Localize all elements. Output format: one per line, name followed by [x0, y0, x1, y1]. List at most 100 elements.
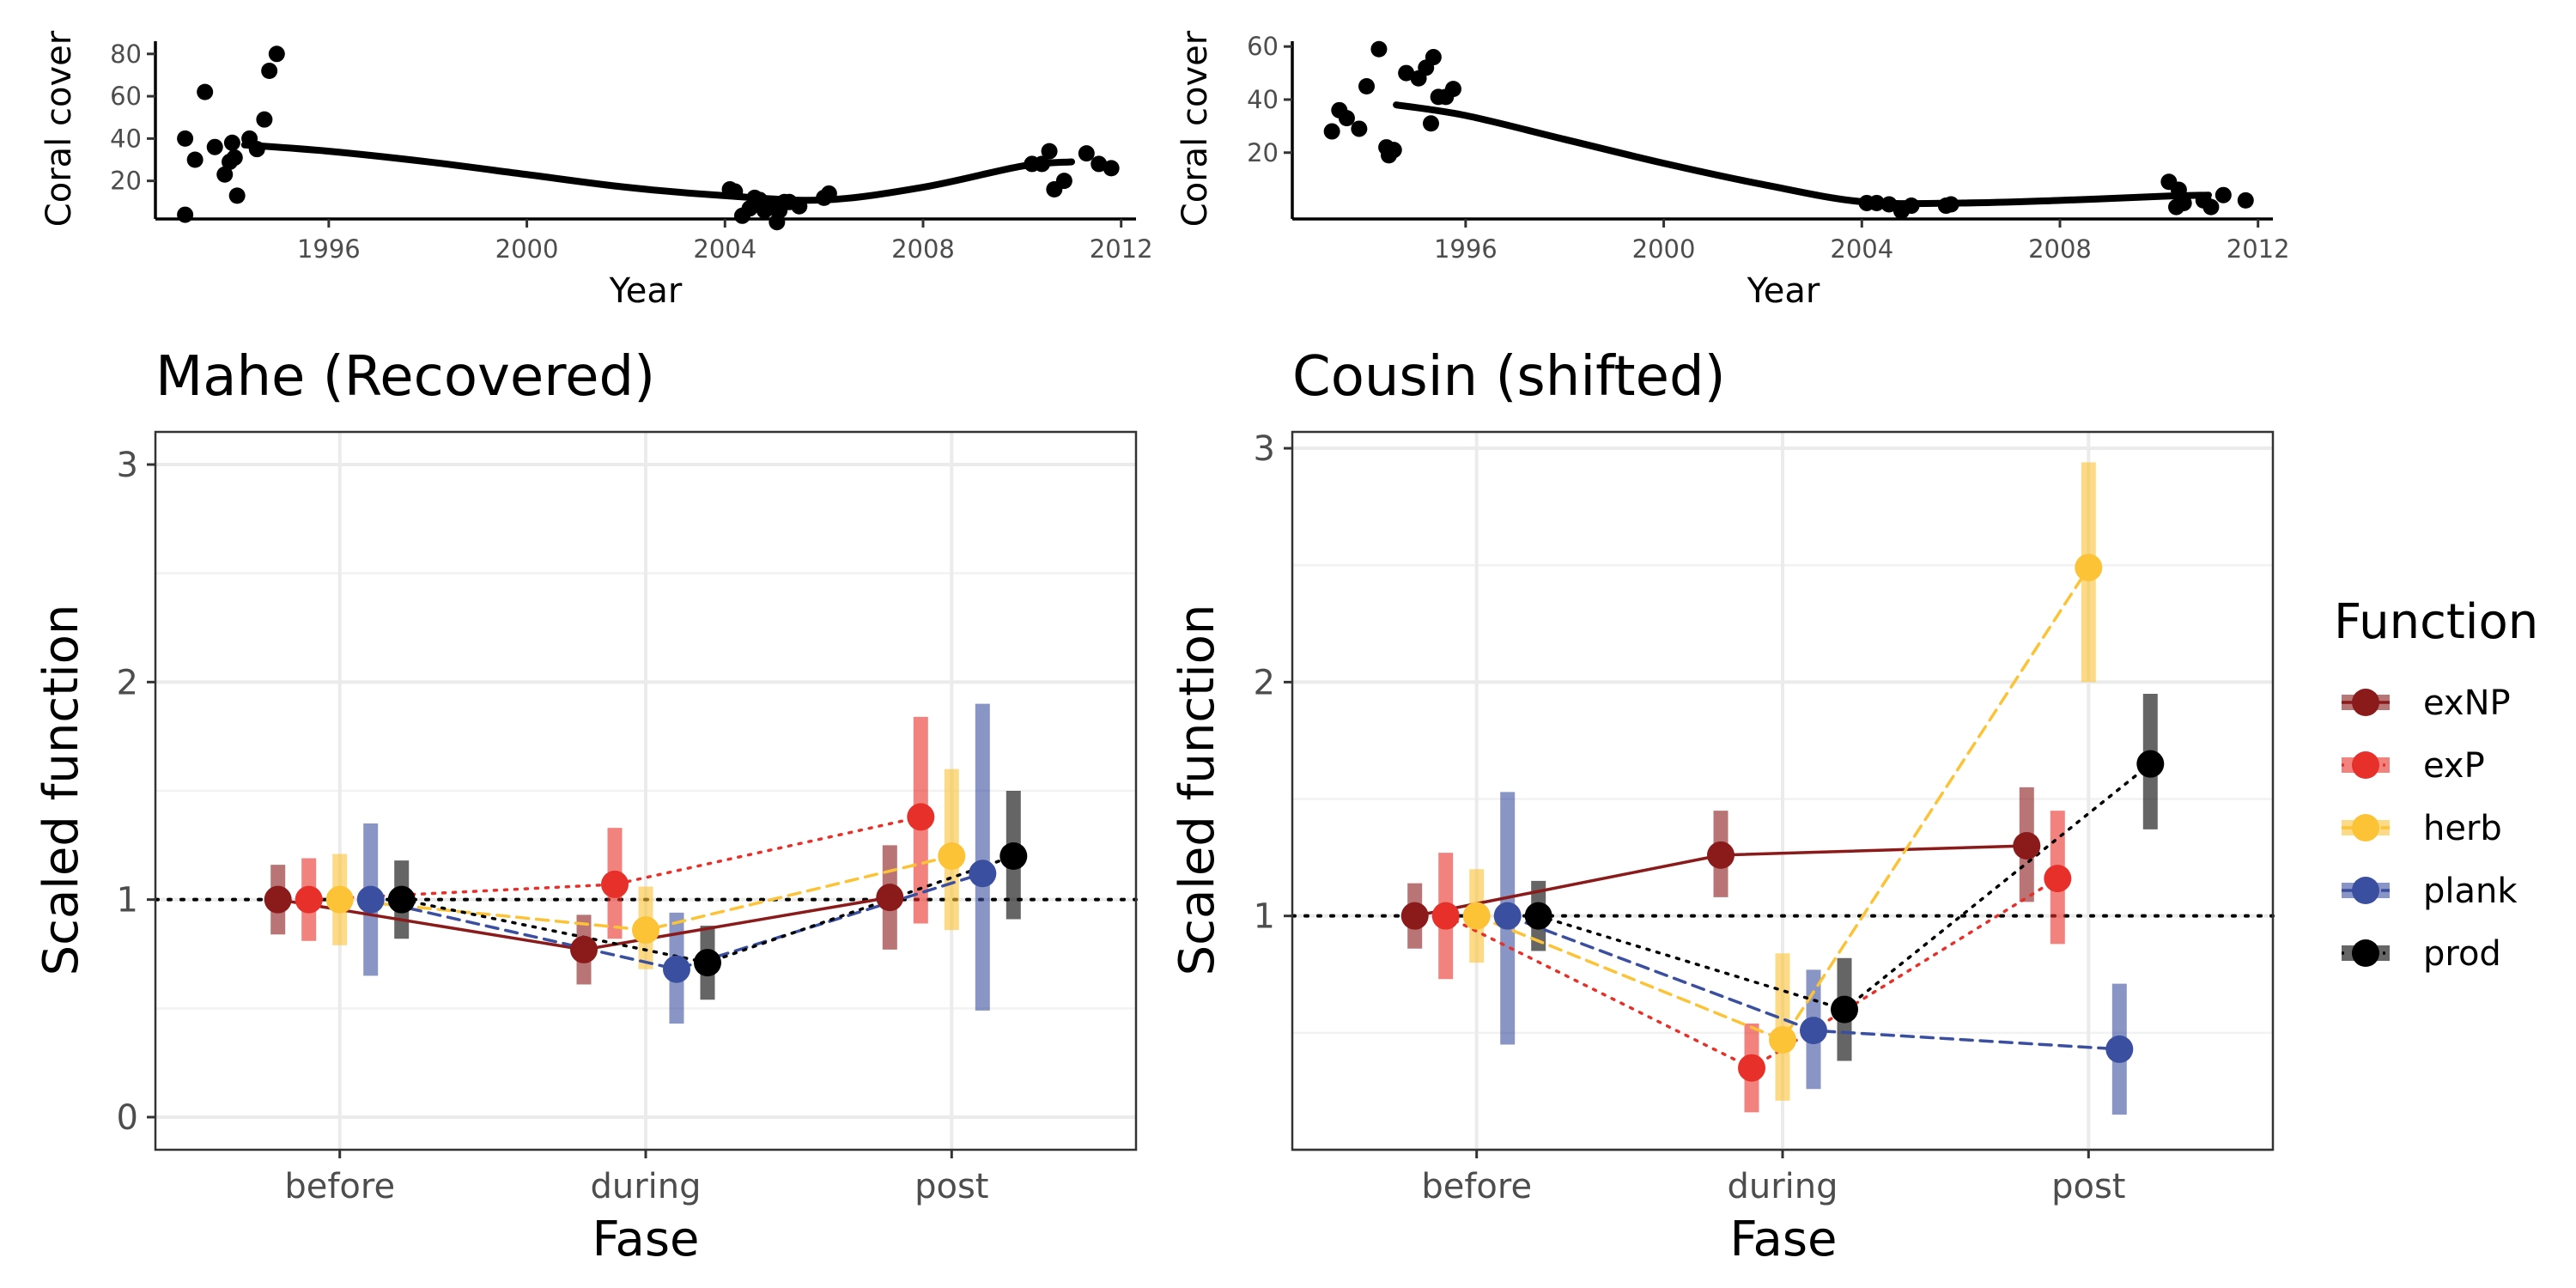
y-tick-label: 20 [110, 167, 142, 196]
data-point [197, 83, 214, 100]
data-point [969, 860, 997, 888]
data-point [1041, 143, 1058, 160]
y-tick-label: 40 [110, 124, 142, 153]
data-point [1398, 64, 1415, 82]
x-tick-label: 1996 [1434, 234, 1498, 264]
legend-label: exNP [2423, 683, 2511, 723]
x-tick-label: post [2051, 1167, 2125, 1206]
x-tick-label: 2008 [891, 234, 955, 264]
x-tick-label: 2012 [1090, 234, 1153, 264]
legend-key-point [2352, 814, 2379, 841]
data-point [601, 870, 629, 898]
y-tick-label: 40 [1247, 85, 1279, 114]
y-tick-label: 60 [1247, 32, 1279, 61]
y-axis-label: Scaled function [1170, 605, 1225, 976]
legend-key-point [2352, 689, 2379, 716]
x-axis-label: Year [1747, 271, 1820, 311]
y-tick-label: 3 [1254, 429, 1275, 469]
data-point [2215, 186, 2232, 204]
data-point [295, 885, 323, 914]
data-point [1358, 78, 1376, 95]
trend-line [1393, 101, 2213, 208]
data-point [1868, 194, 1886, 211]
data-point [1055, 173, 1072, 190]
data-point [1091, 155, 1108, 173]
x-tick-label: 2004 [693, 234, 756, 264]
y-axis-label: Coral cover [39, 30, 79, 227]
data-point [1400, 902, 1429, 930]
y-tick-label: 20 [1247, 138, 1279, 167]
data-point [223, 134, 240, 151]
data-point [1422, 115, 1439, 132]
data-point [1338, 110, 1355, 127]
legend-label: prod [2423, 934, 2501, 974]
data-point [1103, 160, 1120, 177]
legend-label: plank [2423, 872, 2518, 911]
data-point [907, 803, 935, 831]
x-axis-label: Fase [592, 1212, 699, 1267]
data-point [1800, 1017, 1827, 1045]
data-point [756, 202, 773, 219]
data-point [1033, 155, 1050, 173]
data-point [206, 138, 223, 155]
cousin-function-chart: Cousin (shifted) Fase Scaled function 1 2… [1170, 345, 2275, 1267]
data-point [325, 885, 354, 914]
data-point [268, 46, 285, 63]
y-tick-label: 3 [117, 446, 138, 485]
legend-key-point [2352, 939, 2379, 967]
data-point [1351, 120, 1368, 137]
data-point [356, 885, 385, 914]
data-point [228, 187, 246, 204]
y-tick-label: 1 [117, 881, 138, 920]
data-point [177, 206, 194, 223]
y-tick-label: 60 [110, 82, 142, 111]
y-tick-label: 80 [110, 39, 142, 69]
x-tick-label: 2004 [1830, 234, 1893, 264]
data-point [820, 185, 837, 202]
y-axis-label: Scaled function [33, 605, 89, 976]
data-point [256, 111, 273, 128]
data-point [1942, 196, 1959, 213]
y-tick-label: 2 [1254, 663, 1275, 702]
data-point [1880, 196, 1898, 213]
data-point [1738, 1054, 1765, 1082]
data-point [726, 183, 744, 200]
x-tick-label: 1996 [297, 234, 361, 264]
data-point [1493, 902, 1522, 930]
legend-label: herb [2423, 809, 2502, 848]
data-point [2170, 181, 2187, 198]
data-point [2175, 194, 2192, 211]
legend: Function exNP exP herb plank prod [2334, 594, 2538, 974]
data-point [876, 884, 904, 912]
legend-item-exP: exP [2342, 746, 2485, 786]
data-point [2013, 831, 2041, 860]
legend-label: exP [2423, 746, 2485, 786]
x-axis-label: Fase [1729, 1212, 1837, 1267]
x-tick-label: before [1421, 1167, 1532, 1206]
panel-title: Mahe (Recovered) [155, 345, 655, 409]
data-point [2075, 553, 2103, 581]
x-tick-label: 2008 [2028, 234, 2092, 264]
data-point [1431, 902, 1460, 930]
data-point [186, 151, 204, 168]
x-tick-label: during [590, 1167, 701, 1206]
data-point [1769, 1026, 1796, 1054]
y-tick-label: 1 [1254, 897, 1275, 937]
legend-item-herb: herb [2342, 809, 2502, 848]
x-tick-label: post [914, 1167, 988, 1206]
data-point [2237, 191, 2254, 209]
data-point [2044, 865, 2072, 893]
legend-item-prod: prod [2342, 934, 2501, 974]
data-point [1462, 902, 1491, 930]
data-point [999, 842, 1028, 870]
x-tick-label: 2012 [2227, 234, 2290, 264]
x-tick-label: 2000 [495, 234, 559, 264]
data-point [769, 214, 786, 231]
y-tick-label: 2 [117, 663, 138, 702]
mahe-function-chart: Mahe (Recovered) Fase Scaled function 0 1… [33, 345, 1138, 1267]
data-point [632, 916, 659, 945]
legend-item-plank: plank [2342, 872, 2518, 911]
series-line [1474, 566, 2091, 1042]
trend-line [240, 141, 1076, 204]
